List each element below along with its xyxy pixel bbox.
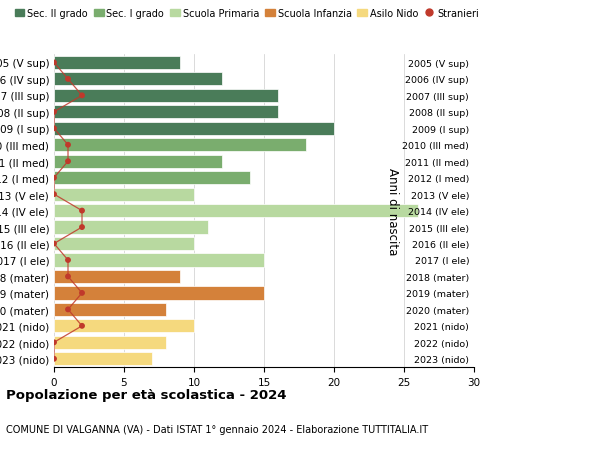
Bar [54, 90, 278, 103]
Bar [54, 336, 166, 349]
Y-axis label: Anni di nascita: Anni di nascita [386, 168, 398, 255]
Point [49, 191, 59, 198]
Bar [54, 205, 418, 218]
Point [77, 224, 87, 231]
Bar [54, 155, 222, 168]
Bar [54, 254, 264, 267]
Bar [54, 188, 194, 202]
Point [77, 207, 87, 215]
Point [63, 273, 73, 280]
Point [63, 76, 73, 84]
Bar [54, 57, 180, 70]
Bar [54, 319, 194, 333]
Point [49, 125, 59, 133]
Bar [54, 123, 334, 135]
Point [49, 174, 59, 182]
Legend: Sec. II grado, Sec. I grado, Scuola Primaria, Scuola Infanzia, Asilo Nido, Stran: Sec. II grado, Sec. I grado, Scuola Prim… [11, 5, 482, 22]
Bar [54, 237, 194, 251]
Bar [54, 270, 180, 283]
Point [63, 142, 73, 149]
Point [49, 60, 59, 67]
Text: Popolazione per età scolastica - 2024: Popolazione per età scolastica - 2024 [6, 388, 287, 401]
Point [77, 92, 87, 100]
Point [63, 306, 73, 313]
Bar [54, 353, 152, 365]
Point [63, 257, 73, 264]
Bar [54, 73, 222, 86]
Bar [54, 106, 278, 119]
Point [49, 109, 59, 116]
Bar [54, 172, 250, 185]
Point [49, 355, 59, 363]
Bar [54, 287, 264, 300]
Bar [54, 221, 208, 234]
Point [49, 241, 59, 248]
Bar [54, 303, 166, 316]
Point [77, 323, 87, 330]
Point [77, 290, 87, 297]
Point [49, 339, 59, 346]
Bar [54, 139, 306, 152]
Text: COMUNE DI VALGANNA (VA) - Dati ISTAT 1° gennaio 2024 - Elaborazione TUTTITALIA.I: COMUNE DI VALGANNA (VA) - Dati ISTAT 1° … [6, 425, 428, 435]
Point [63, 158, 73, 166]
